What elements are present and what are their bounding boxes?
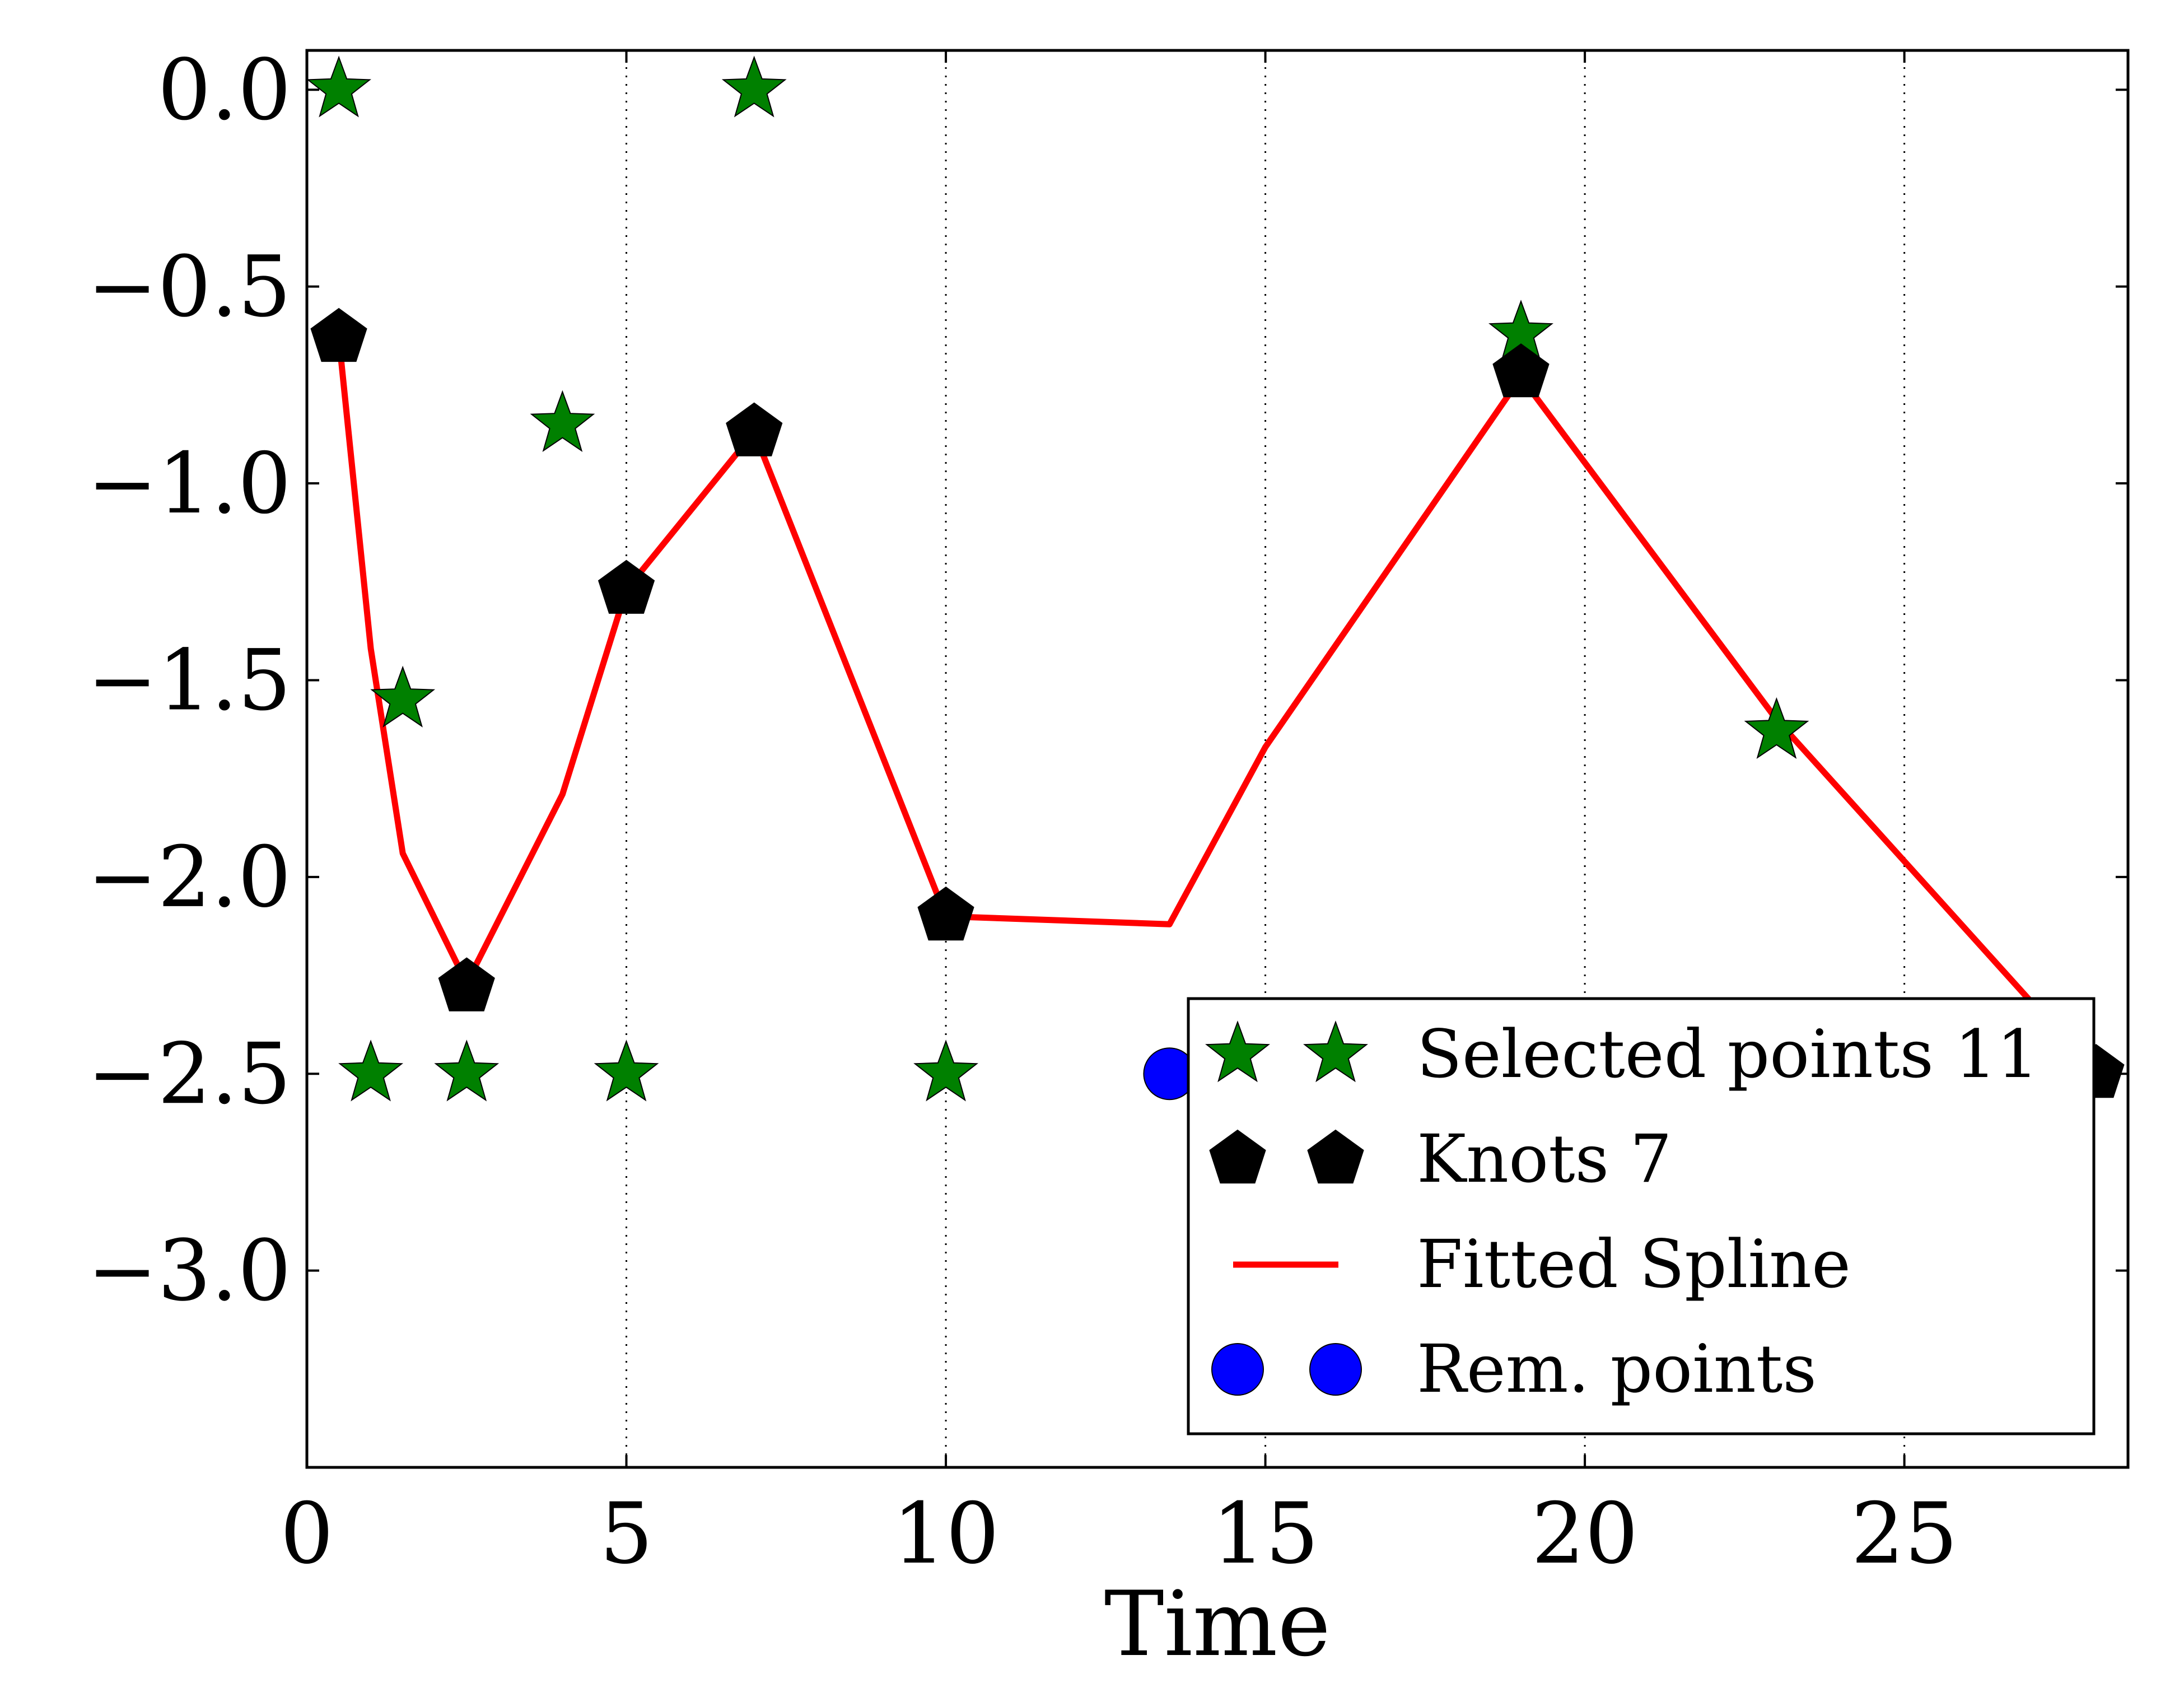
pentagon-data-point <box>438 957 495 1011</box>
legend-circle-swatch <box>1211 1343 1264 1396</box>
y-tick-label: 0.0 <box>157 41 291 139</box>
y-tick-label: −1.0 <box>87 435 291 533</box>
legend: Selected points 11 Knots 7 Fitted Spline Re… <box>1187 997 2096 1435</box>
y-tick-label: −0.5 <box>87 239 291 336</box>
y-tick-label: −2.5 <box>87 1025 291 1123</box>
pentagon-data-point <box>917 886 974 941</box>
x-tick-label: 25 <box>1851 1485 1958 1583</box>
legend-star-swatch <box>1303 1020 1368 1083</box>
plot-frame <box>305 49 2130 1469</box>
star-data-point <box>913 1039 978 1102</box>
star-data-point <box>434 1039 500 1102</box>
x-tick-label: 5 <box>600 1485 653 1583</box>
legend-pentagon-swatch <box>1209 1129 1266 1184</box>
pentagon-data-point <box>598 560 655 614</box>
grid-layer <box>626 50 1906 1467</box>
pentagon-data-point <box>1492 343 1550 398</box>
x-tick-label: 10 <box>893 1485 1000 1583</box>
fitted-spline-line <box>335 337 2098 1076</box>
star-data-point <box>530 390 595 452</box>
x-tick-label: 15 <box>1212 1485 1319 1583</box>
pentagon-data-point <box>310 307 367 362</box>
star-data-point <box>306 55 371 118</box>
x-axis-label: Time <box>1104 1572 1331 1676</box>
star-data-point <box>594 1039 659 1102</box>
star-data-point <box>1744 697 1809 759</box>
legend-star-swatch <box>1205 1020 1270 1083</box>
legend-label: Knots 7 <box>1417 1120 1672 1197</box>
x-tick-label: 20 <box>1532 1485 1639 1583</box>
legend-label: Fitted Spline <box>1417 1225 1851 1303</box>
plot-layer <box>306 55 2125 1102</box>
y-tick-label: −2.0 <box>87 829 291 926</box>
star-data-point <box>721 55 787 118</box>
y-tick-label: −3.0 <box>87 1223 291 1320</box>
legend-circle-swatch <box>1309 1343 1362 1396</box>
x-tick-label: 0 <box>280 1485 333 1583</box>
ticks-layer: 0 5 10 15 20 25 0.0 −0.5 −1.0 −1.5 −2.0 −2.5 −3.0 <box>87 41 2128 1583</box>
star-data-point <box>338 1039 404 1102</box>
pentagon-data-point <box>726 402 783 456</box>
star-data-point <box>370 665 436 728</box>
y-tick-label: −1.5 <box>87 632 291 729</box>
legend-label: Rem. points <box>1417 1330 1817 1407</box>
legend-pentagon-swatch <box>1307 1129 1364 1184</box>
legend-label: Selected points 11 <box>1417 1015 2039 1093</box>
